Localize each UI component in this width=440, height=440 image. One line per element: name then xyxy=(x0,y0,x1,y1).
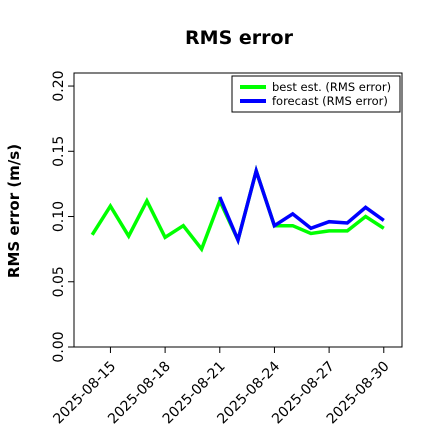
y-axis: 0.00 0.05 0.10 0.15 0.20 xyxy=(51,70,74,363)
legend-box xyxy=(231,75,401,113)
y-tick-label: 0.00 xyxy=(51,331,67,362)
y-tick-label: 0.15 xyxy=(51,136,67,167)
y-tick-label: 0.05 xyxy=(51,266,67,297)
series-line-forecast xyxy=(218,164,385,246)
plot-area xyxy=(73,72,403,348)
y-tick-label: 0.20 xyxy=(51,70,67,101)
y-axis-label: RMS error (m/s) xyxy=(5,144,23,278)
legend-entry: forecast (RMS error) xyxy=(272,94,388,108)
plot-frame xyxy=(73,72,403,348)
y-tick-label: 0.10 xyxy=(51,201,67,232)
chart-title: RMS error xyxy=(185,27,294,49)
series-lines xyxy=(90,164,385,253)
legend-entry: best est. (RMS error) xyxy=(272,80,391,94)
legend: best est. (RMS error)forecast (RMS error… xyxy=(231,75,401,113)
x-axis: 2025-08-152025-08-182025-08-212025-08-24… xyxy=(50,347,393,427)
